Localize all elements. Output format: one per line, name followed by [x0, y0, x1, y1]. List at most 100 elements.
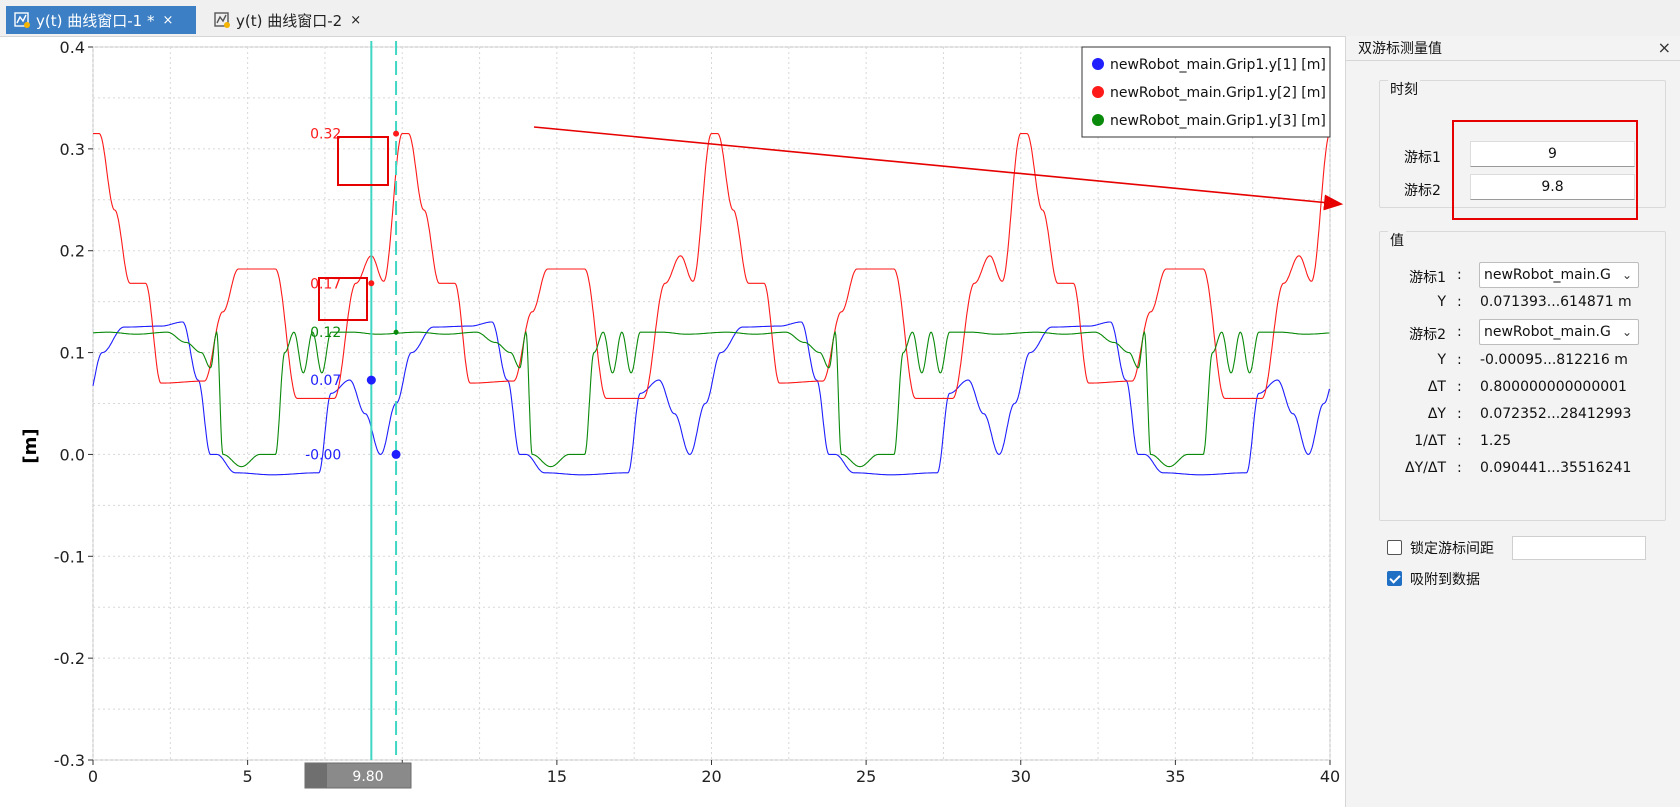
series-lines — [92, 133, 1330, 476]
select-value: newRobot_main.G — [1484, 324, 1611, 340]
divider — [1346, 60, 1680, 61]
lock-spacing-checkbox[interactable] — [1387, 540, 1402, 555]
value-row-key: Y — [1437, 352, 1446, 368]
value-row-key: ΔY — [1427, 406, 1446, 422]
dual-cursor-panel: 双游标测量值 × 时刻 游标1 9 游标2 9.8 值 游标1: newRobot… — [1345, 36, 1680, 807]
grid-lines — [92, 46, 1331, 761]
snap-to-data-checkbox[interactable] — [1387, 571, 1402, 586]
close-icon[interactable]: × — [1657, 38, 1671, 57]
series-select[interactable]: newRobot_main.G ⌄ — [1479, 319, 1639, 345]
cursor-lines: 9.80 — [304, 41, 412, 789]
highlight-box — [337, 136, 389, 186]
annotation-overlays — [533, 126, 1344, 211]
y-tick-label: -0.2 — [54, 649, 85, 668]
x-tick-label: 30 — [1011, 767, 1031, 786]
value-row-separator: : — [1457, 406, 1462, 422]
value-row-separator: : — [1457, 379, 1462, 395]
plot-icon — [14, 12, 30, 28]
axis-ticks: 0510152025303540-0.3-0.2-0.10.00.10.20.3… — [54, 38, 1340, 786]
cursor-readout-handle[interactable] — [305, 763, 327, 788]
legend-marker — [1092, 58, 1104, 70]
y-tick-label: 0.1 — [60, 344, 85, 363]
cursor-point — [366, 375, 376, 385]
cursor-value-label: 0.12 — [310, 325, 341, 341]
cursor-value-label: -0.00 — [305, 447, 341, 463]
cursor-value-label: 0.07 — [310, 373, 341, 389]
value-row-key: ΔY/ΔT — [1405, 460, 1446, 476]
value-row-key: ΔT — [1427, 379, 1446, 395]
legend-marker — [1092, 114, 1104, 126]
cursor-value-label: 0.17 — [310, 276, 341, 292]
y-tick-label: 0.4 — [60, 38, 85, 57]
highlight-box — [318, 277, 368, 321]
legend-entry[interactable]: newRobot_main.Grip1.y[2] [m] — [1110, 85, 1326, 101]
cursor1-time-label: 游标1 — [1404, 150, 1441, 166]
cursor-point — [391, 449, 401, 459]
cursor-readout-value: 9.80 — [352, 769, 383, 785]
value-row-value: 0.800000000000001 — [1480, 379, 1627, 395]
legend-entry[interactable]: newRobot_main.Grip1.y[3] [m] — [1110, 113, 1326, 129]
tab-plot-window-2[interactable]: y(t) 曲线窗口-2 × — [206, 6, 376, 34]
line-chart[interactable]: 0510152025303540-0.3-0.2-0.10.00.10.20.3… — [0, 36, 1345, 807]
x-tick-label: 25 — [856, 767, 876, 786]
legend-marker — [1092, 86, 1104, 98]
y-tick-label: -0.1 — [54, 547, 85, 566]
x-tick-label: 40 — [1320, 767, 1340, 786]
tab-bar: y(t) 曲线窗口-1 * × y(t) 曲线窗口-2 × — [0, 0, 1680, 37]
cursor-value-label: 0.32 — [310, 127, 341, 143]
value-row-value: -0.00095...812216 m — [1480, 352, 1628, 368]
value-row-key: 游标1 — [1409, 270, 1446, 286]
value-row-separator: : — [1457, 352, 1462, 368]
lock-spacing-input[interactable] — [1512, 536, 1646, 560]
cursor1-time-input[interactable]: 9 — [1470, 141, 1635, 167]
highlight-box — [1452, 120, 1638, 220]
value-row-key: Y — [1437, 294, 1446, 310]
series-line-2[interactable] — [93, 133, 1330, 399]
legend: newRobot_main.Grip1.y[1] [m] newRobot_mai… — [1081, 46, 1331, 138]
legend-box — [1081, 46, 1331, 138]
y-tick-label: 0.3 — [60, 140, 85, 159]
chevron-down-icon: ⌄ — [1621, 325, 1632, 339]
chevron-down-icon: ⌄ — [1621, 268, 1632, 282]
plot-icon — [214, 12, 230, 28]
value-row-separator: : — [1457, 267, 1462, 283]
group-label-time: 时刻 — [1388, 79, 1420, 99]
legend-entry[interactable]: newRobot_main.Grip1.y[1] [m] — [1110, 57, 1326, 73]
y-tick-label: -0.3 — [54, 751, 85, 770]
value-row-separator: : — [1457, 324, 1462, 340]
value-row-separator: : — [1457, 460, 1462, 476]
lock-spacing-label: 锁定游标间距 — [1410, 541, 1494, 557]
x-tick-label: 15 — [547, 767, 567, 786]
close-icon[interactable]: × — [162, 12, 174, 28]
y-axis-label: [m] — [20, 428, 41, 463]
tab-label: y(t) 曲线窗口-1 * — [36, 11, 155, 30]
y-tick-label: 0.2 — [60, 242, 85, 261]
annotation-arrow — [533, 126, 1344, 211]
x-tick-label: 5 — [243, 767, 253, 786]
x-tick-label: 20 — [701, 767, 721, 786]
cursor-point — [368, 280, 375, 287]
cursor-annotations: 0.32 0.17 0.12 0.07 -0.00 — [305, 127, 401, 463]
tab-label: y(t) 曲线窗口-2 — [236, 11, 343, 30]
series-select[interactable]: newRobot_main.G ⌄ — [1479, 262, 1639, 288]
tab-plot-window-1[interactable]: y(t) 曲线窗口-1 * × — [6, 6, 196, 34]
y-tick-label: 0.0 — [60, 445, 85, 464]
value-row-key: 游标2 — [1409, 327, 1446, 343]
x-tick-label: 0 — [88, 767, 98, 786]
cursor2-time-input[interactable]: 9.8 — [1470, 174, 1635, 200]
value-row-value: 1.25 — [1480, 433, 1512, 449]
value-row-value: 0.071393...614871 m — [1480, 294, 1632, 310]
panel-title: 双游标测量值 — [1358, 41, 1442, 57]
series-line-1[interactable] — [92, 321, 1330, 476]
value-row-key: 1/ΔT — [1414, 433, 1446, 449]
value-row-value: 0.090441...35516241 — [1480, 460, 1632, 476]
plot-area[interactable]: 0510152025303540-0.3-0.2-0.10.00.10.20.3… — [0, 36, 1345, 807]
value-row-value: 0.072352...28412993 — [1480, 406, 1632, 422]
value-row-separator: : — [1457, 433, 1462, 449]
close-icon[interactable]: × — [350, 12, 362, 28]
value-row-separator: : — [1457, 294, 1462, 310]
cursor-point — [393, 130, 400, 137]
x-tick-label: 35 — [1165, 767, 1185, 786]
series-line-3[interactable] — [92, 330, 1330, 468]
group-label-value: 值 — [1388, 230, 1406, 250]
